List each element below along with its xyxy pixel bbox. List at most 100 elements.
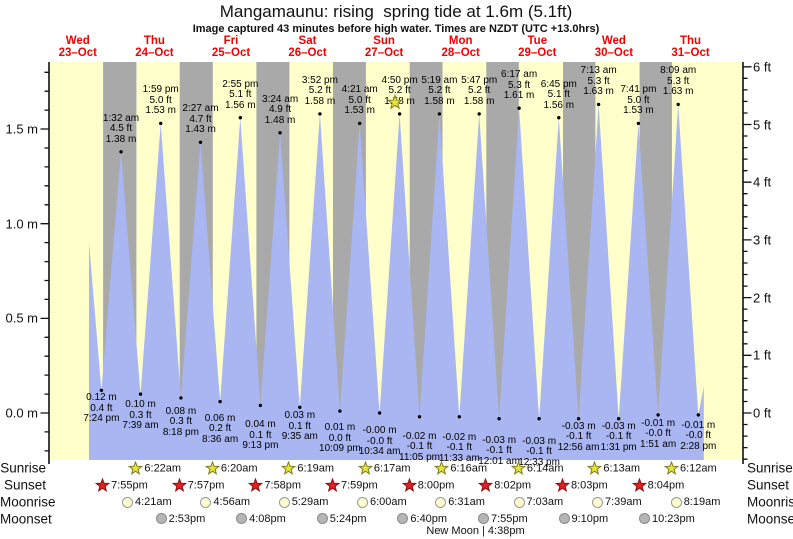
- tide-extreme-dot: [576, 417, 581, 421]
- sunset-star-icon: [248, 477, 264, 492]
- right-axis-tick-label: 2 ft: [753, 290, 772, 306]
- sunrise-time: 6:12am: [680, 462, 717, 474]
- low-tide-label: -0.03 m -0.1 ft 12:33 pm: [518, 435, 560, 468]
- tide-extreme-dot: [437, 112, 442, 116]
- sunset-time: 7:58pm: [264, 479, 302, 491]
- high-tide-label: 3:52 pm 5.2 ft 1.58 m: [301, 74, 338, 107]
- sunset-time: 8:03pm: [571, 479, 608, 491]
- moonrise-circle-icon: [670, 496, 682, 508]
- moonrise-time: 7:39am: [605, 496, 642, 508]
- moonrise-time: 8:19am: [683, 496, 721, 508]
- high-tide-label: 2:27 am 4.7 ft 1.43 m: [182, 103, 219, 136]
- moonrise-marker: 4:21am: [122, 496, 172, 508]
- tide-extreme-dot: [99, 388, 104, 392]
- moonset-marker: 7:55pm: [478, 513, 528, 525]
- axis-ticks: [40, 66, 752, 460]
- day-label: Sun 27–Oct: [364, 35, 404, 59]
- sunrise-marker: 6:12am: [664, 460, 717, 476]
- day-label: Thu 31–Oct: [671, 35, 710, 59]
- moonrise-time: 4:21am: [135, 496, 172, 508]
- sunrise-marker: 6:13am: [587, 460, 641, 476]
- tide-extreme-dot: [617, 417, 621, 421]
- tide-extreme-dot: [238, 116, 242, 120]
- sunrise-time: 6:22am: [144, 462, 182, 474]
- low-tide-label: -0.03 m -0.1 ft 12:56 am: [557, 420, 600, 453]
- new-moon-label: New Moon | 4:38pm: [426, 525, 525, 537]
- tide-extreme-dot: [477, 112, 481, 116]
- sunrise-time: 6:19am: [297, 462, 335, 474]
- low-tide-label: 0.03 m 0.1 ft 9:35 am: [281, 410, 318, 443]
- footer-row-label-left: Sunrise: [0, 460, 46, 476]
- day-label: Thu 24–Oct: [135, 35, 174, 59]
- footer-row-label-right: Moonset: [747, 511, 793, 526]
- tide-extreme-dot: [138, 392, 143, 396]
- sunset-star-icon: [478, 477, 494, 492]
- right-axis-tick-label: 3 ft: [753, 232, 772, 248]
- moonset-circle-icon: [478, 513, 489, 524]
- sunrise-marker: 6:22am: [128, 460, 182, 476]
- low-tide-label: -0.03 m -0.1 ft 1:31 pm: [600, 420, 637, 453]
- moonset-marker: 9:10pm: [558, 512, 609, 525]
- moonset-circle-icon: [639, 513, 650, 524]
- high-tide-label: 8:09 am 5.3 ft 1.63 m: [660, 65, 697, 98]
- moonrise-marker: 5:29am: [278, 496, 328, 508]
- sunset-marker: 8:02pm: [478, 477, 531, 493]
- sunset-marker: 7:58pm: [248, 477, 302, 493]
- sunset-marker: 7:57pm: [171, 477, 224, 493]
- moonrise-circle-icon: [513, 496, 525, 508]
- low-tide-label: -0.02 m -0.1 ft 11:05 pm: [399, 430, 440, 463]
- moonset-circle-icon: [316, 513, 328, 524]
- tide-extreme-dot: [397, 112, 402, 116]
- sunset-marker: 8:04pm: [631, 477, 684, 493]
- right-axis-tick-label: 5 ft: [753, 117, 772, 132]
- moonset-circle-icon: [558, 513, 570, 524]
- day-label: Tue 29–Oct: [518, 35, 557, 59]
- moonset-marker: 6:40pm: [397, 513, 447, 525]
- sunrise-time: 6:14am: [526, 462, 564, 474]
- sunset-marker: 7:59pm: [325, 477, 378, 493]
- moonrise-marker: 6:00am: [357, 496, 407, 508]
- footer-row-label-left: Moonset: [0, 511, 52, 526]
- high-tide-label: 7:41 pm 5.0 ft 1.53 m: [620, 84, 657, 117]
- high-tide-label: 1:32 am 4.5 ft 1.38 m: [102, 112, 140, 145]
- sunrise-star-icon: [281, 460, 297, 475]
- tide-extreme-dot: [517, 106, 521, 110]
- low-tide-label: -0.01 m -0.0 ft 2:28 pm: [680, 419, 717, 452]
- low-tide-label: 0.12 m 0.4 ft 7:24 pm: [83, 392, 120, 425]
- tide-extreme-dot: [159, 121, 163, 126]
- right-axis-tick-label: 6 ft: [753, 59, 772, 75]
- moonset-time: 9:10pm: [571, 512, 609, 525]
- moonset-marker: 4:08pm: [236, 513, 286, 525]
- tide-extreme-dot: [218, 399, 222, 404]
- sunset-star-icon: [171, 477, 187, 492]
- tide-extreme-dot: [179, 396, 183, 400]
- left-axis-tick-label: 1.0 m: [5, 216, 38, 232]
- footer-row-label-left: Sunset: [3, 477, 46, 493]
- moonrise-time: 4:56am: [213, 496, 251, 508]
- moonset-circle-icon: [155, 513, 167, 524]
- sunset-star-icon: [325, 477, 340, 492]
- sunset-star-icon: [555, 477, 570, 492]
- high-tide-label: 1:59 pm 5.0 ft 1.53 m: [142, 84, 179, 117]
- sunrise-star-icon: [204, 460, 220, 475]
- sunrise-marker: 6:14am: [510, 460, 564, 476]
- high-tide-label: 6:45 pm 5.1 ft 1.56 m: [540, 78, 577, 111]
- sunrise-marker: 6:16am: [434, 460, 487, 476]
- right-axis-tick-label: 0 ft: [753, 405, 772, 421]
- sunrise-time: 6:13am: [603, 462, 641, 474]
- sunset-marker: 8:03pm: [555, 477, 608, 493]
- tide-extreme-dot: [377, 411, 382, 415]
- high-tide-label: 7:13 am 5.3 ft 1.63 m: [580, 65, 617, 98]
- capture-time-star: [386, 93, 403, 115]
- footer-row-label-left: Moonrise: [0, 494, 56, 510]
- moonset-circle-icon: [397, 513, 409, 524]
- moonrise-time: 6:00am: [370, 496, 407, 508]
- moonset-time: 10:23pm: [652, 512, 695, 525]
- page-title: Mangamaunu: rising spring tide at 1.6m (…: [219, 2, 573, 21]
- tide-extreme-dot: [298, 405, 302, 409]
- moonrise-marker: 7:03am: [513, 496, 563, 508]
- moonset-time: 2:53pm: [168, 512, 206, 525]
- high-tide-label: 5:47 pm 5.2 ft 1.58 m: [461, 74, 498, 107]
- moonrise-circle-icon: [592, 496, 603, 508]
- tide-extreme-dot: [457, 415, 461, 419]
